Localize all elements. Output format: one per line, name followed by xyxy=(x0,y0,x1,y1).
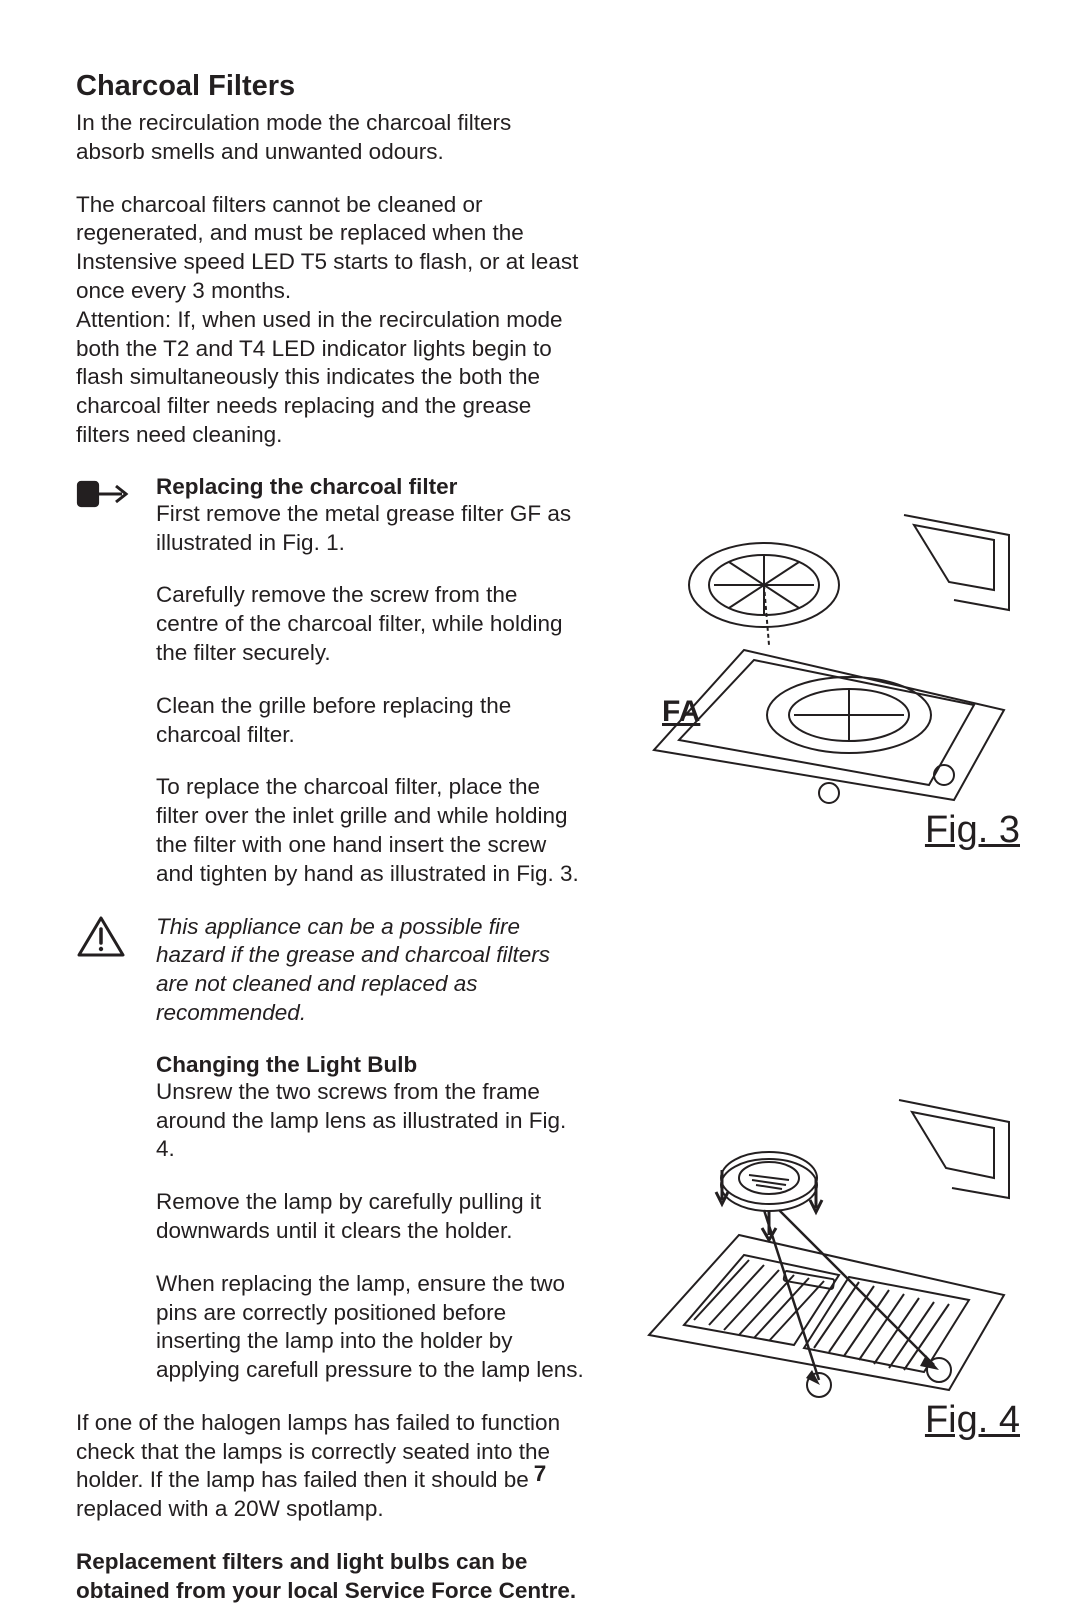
bulb-p1: Unsrew the two screws from the frame aro… xyxy=(156,1078,586,1164)
warning-text: This appliance can be a possible fire ha… xyxy=(156,913,586,1028)
figure-4-label: Fig. 4 xyxy=(925,1399,1020,1442)
replace-p4: To replace the charcoal filter, place th… xyxy=(156,773,586,888)
warning-block: This appliance can be a possible fire ha… xyxy=(76,913,586,1409)
note-icon xyxy=(76,474,156,517)
figure-3-label: Fig. 3 xyxy=(925,809,1020,852)
figure-4: Fig. 4 xyxy=(594,1080,1024,1460)
replace-p3: Clean the grille before replacing the ch… xyxy=(156,692,586,750)
replacing-filter-text: Replacing the charcoal filter First remo… xyxy=(156,474,586,913)
intro-paragraph-3: Attention: If, when used in the recircul… xyxy=(76,306,586,450)
replace-p2: Carefully remove the screw from the cent… xyxy=(156,581,586,667)
warning-text-col: This appliance can be a possible fire ha… xyxy=(156,913,586,1409)
manual-page: Charcoal Filters In the recirculation mo… xyxy=(0,0,1080,1529)
section-heading: Charcoal Filters xyxy=(76,70,586,103)
warning-icon xyxy=(76,913,156,964)
figure-3-callout: FA xyxy=(662,695,700,729)
outro-p2: Replacement filters and light bulbs can … xyxy=(76,1548,586,1606)
replacing-filter-block: Replacing the charcoal filter First remo… xyxy=(76,474,586,913)
page-number: 7 xyxy=(0,1461,1080,1487)
figure-3: FA Fig. 3 xyxy=(594,490,1024,870)
intro-paragraph-2: The charcoal filters cannot be cleaned o… xyxy=(76,191,586,306)
left-text-column: Charcoal Filters In the recirculation mo… xyxy=(76,70,586,1606)
replace-p1: First remove the metal grease filter GF … xyxy=(156,500,586,558)
replacing-filter-heading: Replacing the charcoal filter xyxy=(156,474,586,500)
bulb-p2: Remove the lamp by carefully pulling it … xyxy=(156,1188,586,1246)
bulb-heading: Changing the Light Bulb xyxy=(156,1052,586,1078)
intro-paragraph-1: In the recirculation mode the charcoal f… xyxy=(76,109,586,167)
bulb-p3: When replacing the lamp, ensure the two … xyxy=(156,1270,586,1385)
